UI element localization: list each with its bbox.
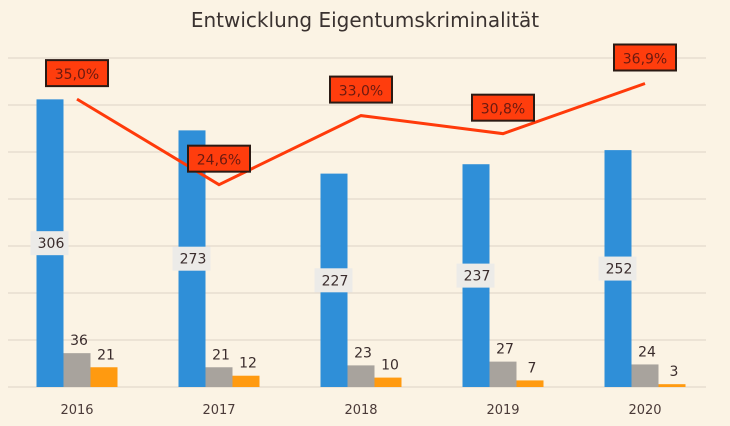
bar-series-3 <box>374 377 402 387</box>
data-label: 24 <box>638 344 656 360</box>
bar-series-2 <box>205 367 233 387</box>
bars <box>36 99 686 388</box>
bar-series-3 <box>516 380 544 387</box>
bar-series-3 <box>658 384 686 387</box>
x-tick-label: 2017 <box>202 403 235 418</box>
percent-label-box <box>187 144 251 173</box>
data-label-box <box>314 268 353 293</box>
percentage-line <box>76 82 646 187</box>
gridlines <box>8 57 706 388</box>
data-label: 21 <box>97 347 115 363</box>
percent-label: 30,8% <box>481 102 525 118</box>
data-label: 7 <box>528 360 537 376</box>
bar-series-3 <box>232 375 260 387</box>
data-label-box <box>598 256 637 281</box>
percent-label-box <box>45 59 109 88</box>
percent-label: 36,9% <box>623 51 667 67</box>
data-label: 10 <box>381 358 399 374</box>
x-axis-ticks: 2016 2017 2018 2019 2020 <box>60 403 661 418</box>
data-label: 36 <box>70 333 88 349</box>
data-label: 23 <box>354 345 372 361</box>
data-label-box <box>30 231 69 256</box>
x-tick-label: 2020 <box>628 403 661 418</box>
data-label: 273 <box>180 252 207 268</box>
data-label-box <box>456 263 495 288</box>
data-label: 12 <box>239 356 257 372</box>
percent-label-box <box>329 75 393 104</box>
chart-title: Entwicklung Eigentumskriminalität <box>191 8 539 32</box>
x-tick-label: 2016 <box>60 403 93 418</box>
data-label: 227 <box>322 273 349 289</box>
data-label: 27 <box>496 342 514 358</box>
data-labels: 306 36 21 273 21 12 227 23 10 237 27 7 252 24 3 35,0% 24… <box>30 43 679 380</box>
data-label: 252 <box>606 262 633 278</box>
percent-label: 35,0% <box>55 67 99 83</box>
bar-series-2 <box>631 364 659 387</box>
data-label: 21 <box>212 347 230 363</box>
bar-series-3 <box>90 367 118 387</box>
percent-label: 33,0% <box>339 84 383 100</box>
x-tick-label: 2018 <box>344 403 377 418</box>
data-label: 3 <box>670 364 679 380</box>
percent-label-box <box>471 93 535 122</box>
bar-series-2 <box>489 361 517 387</box>
percent-label: 24,6% <box>197 153 241 169</box>
x-tick-label: 2019 <box>486 403 519 418</box>
data-label: 237 <box>464 269 491 285</box>
bar-series-2 <box>63 353 91 387</box>
percent-label-box <box>613 43 677 72</box>
bar-series-2 <box>347 365 375 387</box>
data-label: 306 <box>38 236 65 252</box>
data-label-box <box>172 246 211 271</box>
